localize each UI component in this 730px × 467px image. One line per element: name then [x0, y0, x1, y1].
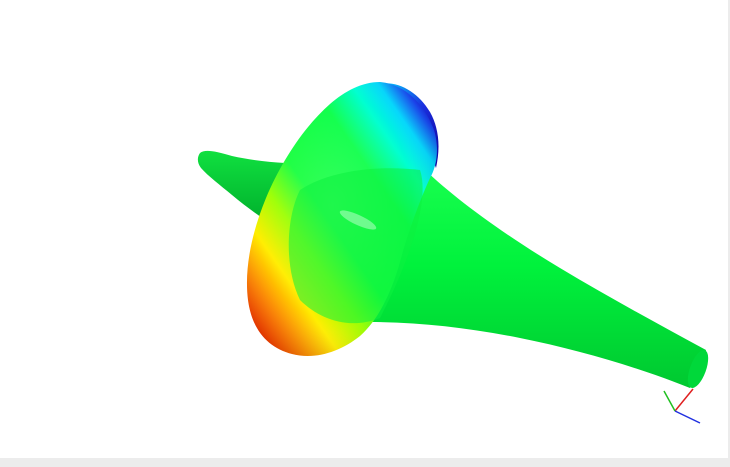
axis-y-line: [663, 390, 676, 412]
bell-rim-back: [378, 83, 439, 168]
viewport-right-border: [728, 0, 730, 467]
3d-viewport[interactable]: [0, 0, 728, 458]
horn-tube: [360, 165, 706, 388]
horn-tube-end: [687, 350, 709, 388]
horn-highlight: [339, 210, 377, 230]
scene-canvas[interactable]: [0, 0, 728, 458]
axis-z-line: [674, 410, 701, 424]
axis-x-line: [674, 388, 694, 412]
viewport-bottom-bar: [0, 458, 730, 467]
axes-triad: [663, 388, 701, 424]
mouthpiece-tube: [197, 150, 285, 222]
horn-throat: [288, 168, 423, 324]
